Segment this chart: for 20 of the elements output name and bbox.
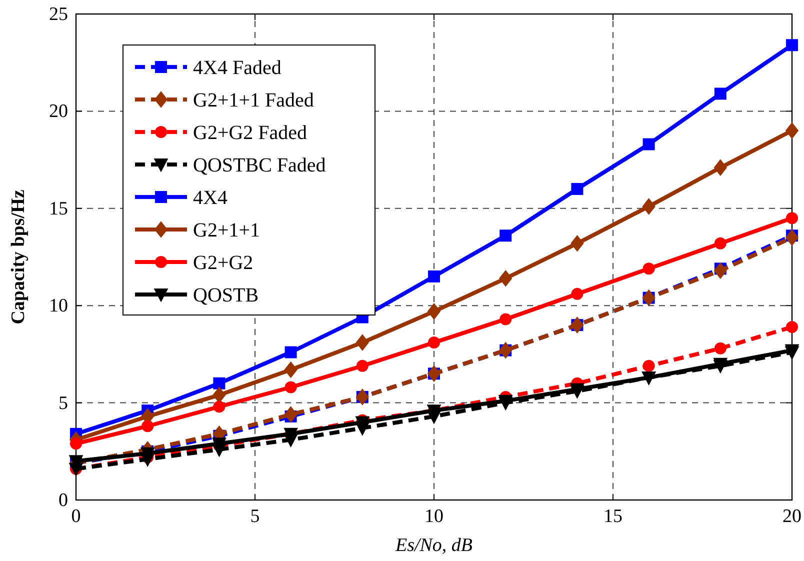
legend-label: QOSTBC Faded	[193, 154, 326, 176]
legend-label: QOSTB	[193, 284, 259, 306]
x-tick-label: 5	[250, 506, 260, 527]
x-tick-label: 10	[424, 506, 444, 527]
y-tick-label: 20	[49, 101, 68, 122]
legend-label: G2+G2 Faded	[193, 122, 308, 144]
legend-label: G2+G2	[193, 252, 254, 274]
x-axis-title: Es/No, dB	[394, 535, 473, 556]
y-axis-title: Capacity bps/Hz	[8, 189, 29, 324]
x-tick-label: 15	[604, 506, 622, 527]
y-tick-label: 5	[58, 392, 68, 414]
legend-label: G2+1+1 Faded	[193, 90, 314, 112]
legend-label: G2+1+1	[193, 220, 260, 242]
legend-label: 4X4	[193, 187, 228, 209]
y-tick-label: 25	[49, 4, 68, 25]
legend-label: 4X4 Faded	[193, 57, 282, 79]
y-tick-label: 10	[49, 296, 68, 317]
y-tick-label: 15	[49, 198, 68, 220]
x-tick-label: 20	[782, 506, 802, 527]
y-tick-label: 0	[58, 490, 68, 511]
